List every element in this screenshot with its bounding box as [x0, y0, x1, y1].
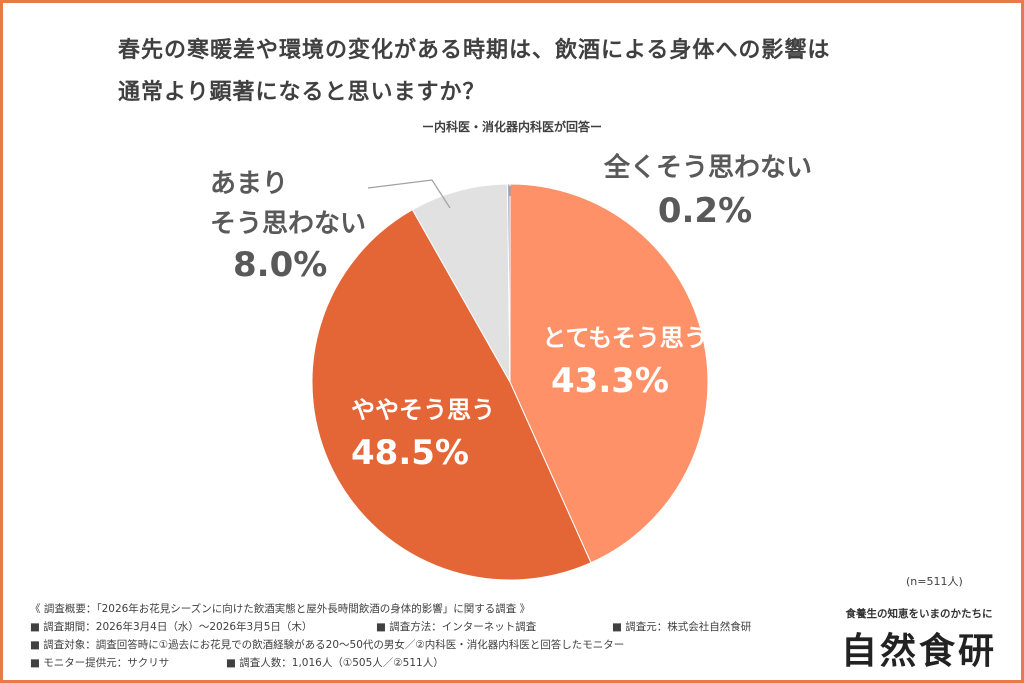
slice-label-yaya: ややそう思う — [351, 396, 495, 424]
notes-summary: 《 調査概要：「2026年お花見シーズンに向けた飲酒実態と屋外長時間飲酒の身体的… — [30, 603, 531, 615]
chart-subtitle: ー内科医・消化器内科医が回答ー — [421, 120, 602, 134]
pie-slices — [311, 183, 709, 581]
slice-value-yaya: 48.5% — [351, 433, 469, 473]
notes-line1: 《 調査概要：「2026年お花見シーズンに向けた飲酒実態と屋外長時間飲酒の身体的… — [30, 600, 810, 618]
chart-title-line1: 春先の寒暖差や環境の変化がある時期は、飲酒による身体への影響は — [118, 38, 831, 63]
slice-yaya — [311, 209, 592, 581]
notes-target: ■ 調査対象：調査回答時に①過去にお花見での飲酒経験がある20〜50代の男女／②… — [30, 639, 625, 651]
slice-amari — [411, 183, 511, 383]
brand-logo: 自然食研 — [840, 630, 997, 672]
notes-count: ■ 調査人数：1,016人（①505人／②511人） — [226, 657, 444, 669]
leader-line-amari — [367, 179, 451, 209]
notes-line2: ■ 調査期間：2026年3月4日（水）〜2026年3月5日（木） ■ 調査方法：… — [30, 618, 810, 636]
notes-period: ■ 調査期間：2026年3月4日（水）〜2026年3月5日（木） — [30, 621, 313, 633]
notes-source: ■ 調査元：株式会社自然食研 — [612, 621, 752, 633]
chart-title: 春先の寒暖差や環境の変化がある時期は、飲酒による身体への影響は 通常より顕著にな… — [118, 30, 978, 114]
slice-value-amari: 8.0% — [233, 245, 327, 285]
notes-provider: ■ モニター提供元：サクリサ — [30, 657, 170, 669]
slice-mattaku — [507, 183, 511, 383]
notes-method: ■ 調査方法：インターネット調査 — [376, 621, 537, 633]
slice-totemo — [509, 183, 709, 564]
brand-tagline: 食養生の知恵をいまのかたちに — [845, 608, 993, 620]
sample-size: (n=511人) — [906, 575, 963, 588]
slice-value-totemo: 43.3% — [551, 361, 669, 401]
slice-label-totemo: とてもそう思う — [542, 324, 708, 352]
chart-title-line2: 通常より顕著になると思いますか？ — [118, 80, 486, 105]
notes-line4: ■ モニター提供元：サクリサ ■ 調査人数：1,016人（①505人／②511人… — [30, 654, 810, 672]
slice-label-amari-line2: そう思わない — [210, 209, 366, 239]
slice-label-amari-line1: あまり — [210, 169, 288, 199]
survey-notes: 《 調査概要：「2026年お花見シーズンに向けた飲酒実態と屋外長時間飲酒の身体的… — [30, 600, 810, 672]
slice-label-mattaku: 全くそう思わない — [603, 152, 812, 183]
notes-line3: ■ 調査対象：調査回答時に①過去にお花見での飲酒経験がある20〜50代の男女／②… — [30, 636, 810, 654]
slice-value-mattaku: 0.2% — [658, 191, 752, 231]
